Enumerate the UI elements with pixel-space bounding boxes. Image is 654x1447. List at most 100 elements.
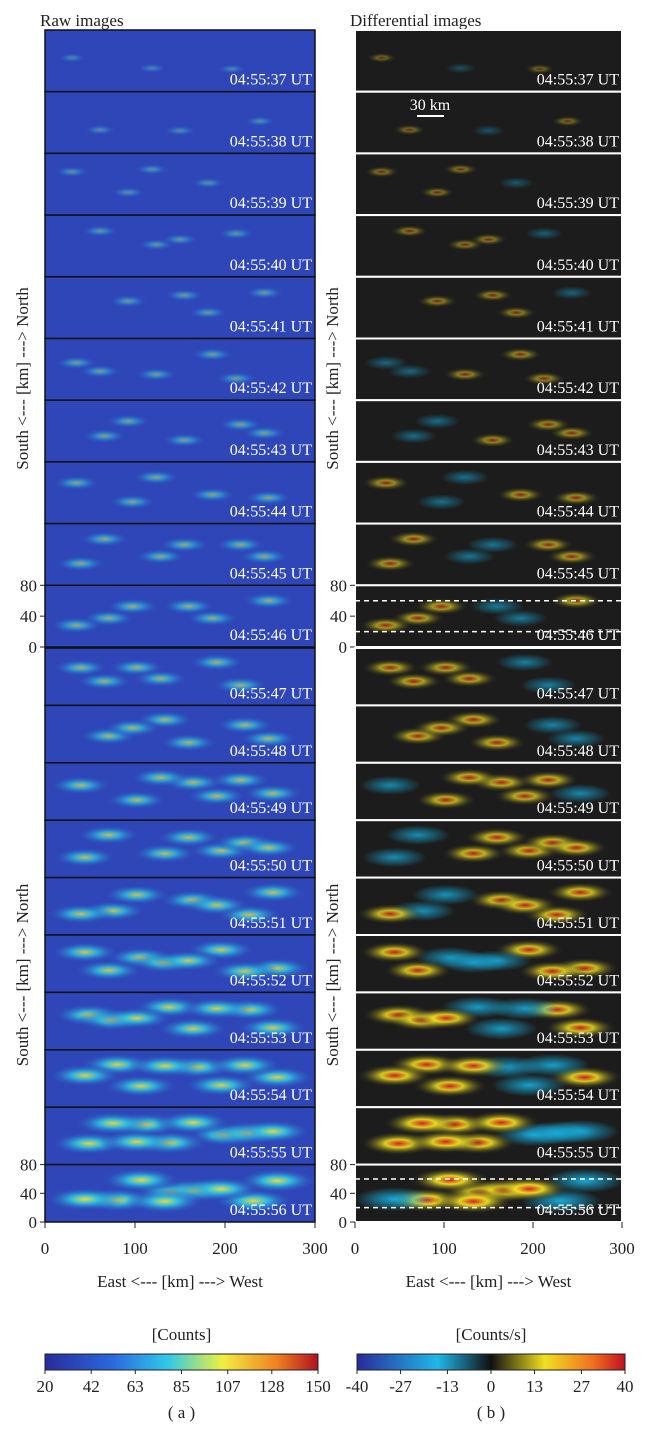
- diff-blob: [469, 432, 516, 448]
- aurora-blob: [156, 827, 221, 848]
- diff-blob: [489, 1176, 570, 1201]
- diff-blob: [390, 428, 437, 444]
- aurora-blob: [180, 997, 253, 1020]
- timestamp: 04:55:53 UT: [537, 1030, 619, 1047]
- timestamp: 04:55:38 UT: [537, 133, 619, 150]
- diff-blob: [388, 531, 440, 547]
- timestamp: 04:55:44 UT: [537, 504, 619, 521]
- diff-blob: [548, 425, 595, 441]
- timestamp: 04:55:48 UT: [537, 743, 619, 760]
- timestamp: 04:55:40 UT: [230, 257, 312, 274]
- aurora-blob: [47, 903, 115, 925]
- diff-blob: [362, 847, 427, 868]
- diff-blob: [366, 52, 397, 63]
- aurora-blob: [124, 1189, 205, 1214]
- colorbar: [44, 1353, 319, 1371]
- timestamp: 04:55:43 UT: [537, 442, 619, 459]
- timestamp: 04:55:48 UT: [230, 743, 312, 760]
- timestamp: 04:55:49 UT: [230, 800, 312, 817]
- timestamp: 04:55:42 UT: [230, 380, 312, 397]
- diff-blob: [419, 186, 455, 199]
- diff-blob: [387, 364, 432, 379]
- diff-blob: [414, 598, 469, 615]
- aurora-blob: [83, 124, 117, 136]
- aurora-blob: [217, 227, 256, 240]
- timestamp: 04:55:49 UT: [537, 800, 619, 817]
- diff-blob: [498, 177, 534, 189]
- diff-blob: [551, 286, 593, 300]
- timestamp: 04:55:56 UT: [230, 1202, 312, 1219]
- diff-blob: [359, 616, 413, 634]
- aurora-blob: [127, 1054, 203, 1078]
- aurora-blob: [47, 1064, 123, 1087]
- aurora-blob: [185, 609, 240, 627]
- aurora-blob: [215, 716, 275, 735]
- colorbar-label: [Counts]: [152, 1325, 212, 1344]
- diff-blob: [359, 941, 430, 963]
- aurora-blob: [49, 616, 104, 634]
- diff-blob: [441, 843, 506, 864]
- diff-blob: [525, 227, 563, 240]
- colorbar-tick-label: 150: [305, 1377, 331, 1396]
- timestamp: 04:55:55 UT: [230, 1145, 312, 1162]
- aurora-blob: [81, 224, 120, 238]
- diff-blob: [523, 716, 583, 735]
- timestamp: 04:55:46 UT: [230, 627, 312, 644]
- diff-blob: [409, 1007, 482, 1030]
- frame-image: [44, 29, 316, 93]
- x-tick-label: 300: [302, 1239, 328, 1258]
- diff-blob: [443, 548, 495, 565]
- aurora-blob: [153, 950, 224, 972]
- frame-image: [354, 214, 623, 278]
- aurora-blob: [132, 669, 189, 688]
- aurora-blob: [55, 555, 107, 572]
- aurora-blob: [49, 775, 112, 795]
- aurora-blob: [103, 884, 171, 905]
- diff-blob: [541, 1119, 620, 1144]
- aurora-blob: [136, 63, 167, 74]
- colorbar-tick-label: 20: [37, 1377, 54, 1396]
- frame-image: [44, 214, 316, 278]
- aurora-blob: [156, 1017, 230, 1040]
- aurora-blob: [238, 548, 290, 565]
- colorbar-tick-label: 128: [259, 1377, 285, 1396]
- timestamp: 04:55:41 UT: [230, 319, 312, 336]
- aurora-blob: [181, 1176, 262, 1201]
- timestamp: 04:55:52 UT: [230, 972, 312, 989]
- aurora-blob: [161, 432, 208, 448]
- timestamp: 04:55:38 UT: [230, 133, 312, 150]
- aurora-blob: [98, 1130, 176, 1154]
- aurora-blob: [185, 786, 248, 806]
- aurora-blob: [105, 414, 152, 429]
- y-tick-label: 40: [20, 1184, 37, 1203]
- timestamp: 04:55:53 UT: [230, 1030, 312, 1047]
- y-tick-label: 80: [330, 576, 347, 595]
- frame-image: [354, 152, 623, 217]
- aurora-blob: [78, 364, 122, 379]
- aurora-blob: [164, 288, 205, 302]
- y-axis-label: South <--- [km] ---> North: [323, 287, 342, 470]
- aurora-blob: [244, 490, 293, 506]
- aurora-blob: [239, 729, 299, 748]
- aurora-blob: [154, 1111, 232, 1135]
- diff-blob: [546, 882, 614, 903]
- panel-caption: ( b ): [477, 1403, 505, 1422]
- aurora-blob: [241, 425, 288, 441]
- aurora-blob: [243, 115, 277, 127]
- diff-blob: [361, 475, 411, 491]
- diff-blob: [354, 1187, 435, 1212]
- y-tick-label: 0: [29, 1213, 38, 1232]
- aurora-blob: [190, 347, 234, 362]
- timestamp: 04:55:39 UT: [230, 195, 312, 212]
- diff-blob: [441, 669, 498, 688]
- aurora-blob: [159, 733, 219, 752]
- diff-blob: [383, 1111, 461, 1135]
- y-axis-label: South <--- [km] ---> North: [13, 883, 32, 1066]
- diff-blob: [362, 658, 419, 677]
- diff-blob: [517, 960, 588, 982]
- diff-blob: [356, 903, 424, 925]
- x-axis-label: East <--- [km] ---> West: [406, 1272, 572, 1291]
- colorbar-tick-label: 0: [487, 1377, 496, 1396]
- diff-blob: [549, 592, 603, 610]
- y-tick-label: 0: [339, 638, 348, 657]
